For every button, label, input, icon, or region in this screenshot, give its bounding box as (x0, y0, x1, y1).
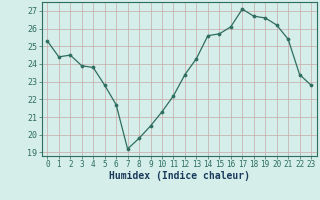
X-axis label: Humidex (Indice chaleur): Humidex (Indice chaleur) (109, 171, 250, 181)
